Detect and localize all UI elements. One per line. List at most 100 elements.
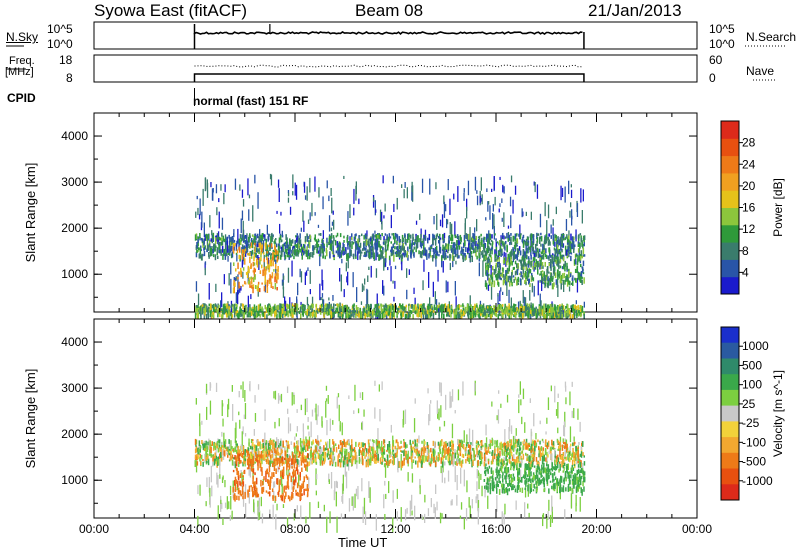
velocity-echo-point: [462, 445, 464, 449]
power-echo-point: [194, 234, 197, 241]
power-echo-point: [254, 242, 256, 246]
power-echo-point: [374, 242, 376, 246]
velocity-echo-point: [462, 454, 465, 458]
velocity-echo-point: [341, 454, 343, 458]
velocity-echo-point: [523, 439, 526, 443]
power-echo-point: [519, 300, 521, 307]
power-echo-point: [270, 243, 273, 248]
power-echo-point: [370, 245, 372, 249]
cpid-value: normal (fast) 151 RF: [193, 94, 309, 108]
power-echo-point: [290, 243, 293, 247]
power-echo-point: [351, 243, 353, 249]
power-echo-point: [237, 262, 239, 270]
velocity-echo-point: [565, 397, 567, 405]
power-echo-point: [434, 238, 437, 245]
power-echo-point: [262, 312, 265, 317]
velocity-echo-point: [207, 458, 210, 466]
power-echo-point: [197, 236, 200, 240]
power-echo-point: [444, 252, 447, 258]
velocity-panel: [93, 318, 698, 533]
velocity-echo-point: [240, 385, 242, 390]
power-echo-point: [284, 248, 287, 252]
power-echo-point: [523, 254, 526, 262]
power-echo-point: [274, 311, 276, 318]
velocity-echo-point: [533, 413, 535, 427]
velocity-echo-point: [228, 440, 231, 449]
power-echo-point: [236, 240, 238, 245]
power-echo-point: [513, 303, 515, 309]
power-echo-point: [486, 266, 488, 270]
power-echo-point: [218, 304, 220, 311]
power-echo-point: [445, 280, 447, 293]
power-echo-point: [389, 236, 392, 239]
power-echo-point: [310, 312, 312, 316]
velocity-echo-point: [563, 421, 566, 437]
power-echo-point: [439, 233, 441, 241]
power-echo-point: [433, 216, 435, 225]
power-echo-point: [405, 314, 408, 319]
velocity-echo-point: [272, 481, 275, 489]
power-echo-point: [499, 245, 502, 250]
power-echo-point: [503, 274, 505, 278]
velocity-echo-point: [497, 455, 500, 460]
power-echo-point: [250, 285, 252, 288]
power-echo-point: [427, 303, 429, 311]
velocity-echo-point: [260, 496, 262, 507]
velocity-echo-point: [323, 504, 325, 512]
power-echo-point: [202, 240, 204, 248]
power-echo-point: [291, 303, 294, 307]
power-echo-point: [291, 252, 293, 257]
power-echo-point: [533, 253, 536, 259]
power-echo-point: [275, 276, 278, 280]
power-echo-point: [531, 309, 533, 316]
power-echo-point: [547, 236, 550, 241]
power-echo-point: [294, 245, 296, 252]
power-echo-point: [208, 252, 210, 257]
velocity-echo-point: [344, 461, 346, 477]
power-echo-point: [326, 307, 328, 311]
power-echo-point: [398, 236, 401, 243]
power-echo-point: [357, 238, 359, 244]
velocity-echo-point: [338, 453, 340, 458]
power-echo-point: [271, 237, 273, 242]
nave-tick-top: 60: [709, 53, 723, 67]
velocity-echo-point: [368, 442, 370, 448]
power-echo-point: [265, 269, 267, 275]
power-echo-point: [434, 291, 436, 305]
velocity-echo-point: [575, 446, 577, 452]
velocity-echo-point: [575, 502, 577, 512]
power-echo-point: [508, 313, 510, 316]
power-echo-point: [359, 255, 361, 260]
power-echo-point: [297, 250, 300, 255]
power-echo-point: [540, 300, 542, 316]
power-echo-point: [217, 238, 219, 245]
power-echo-point: [491, 282, 493, 288]
power-echo-point: [309, 212, 311, 221]
power-echo-point: [561, 266, 564, 270]
power-echo-point: [501, 309, 504, 315]
power-echo-point: [390, 215, 392, 229]
power-echo-point: [312, 310, 315, 314]
power-echo-point: [281, 279, 284, 286]
power-echo-point: [321, 303, 323, 307]
power-echo-point: [527, 263, 530, 268]
power-echo-point: [562, 235, 565, 239]
power-echo-point: [551, 254, 553, 257]
power-echo-point: [201, 307, 204, 315]
velocity-echo-point: [293, 392, 295, 397]
power-echo-point: [381, 211, 383, 225]
power-echo-point: [427, 237, 429, 244]
power-echo-point: [493, 280, 495, 288]
power-echo-point: [556, 263, 558, 266]
power-echo-point: [488, 201, 490, 205]
power-echo-point: [524, 306, 527, 310]
power-echo-point: [504, 313, 507, 319]
velocity-echo-point: [286, 455, 289, 460]
velocity-echo-point: [314, 454, 317, 460]
power-echo-point: [291, 306, 294, 313]
power-echo-point: [574, 268, 577, 273]
power-echo-point: [412, 237, 414, 241]
velocity-echo-point: [501, 488, 503, 493]
power-echo-point: [247, 178, 249, 196]
power-echo-point: [518, 259, 520, 262]
